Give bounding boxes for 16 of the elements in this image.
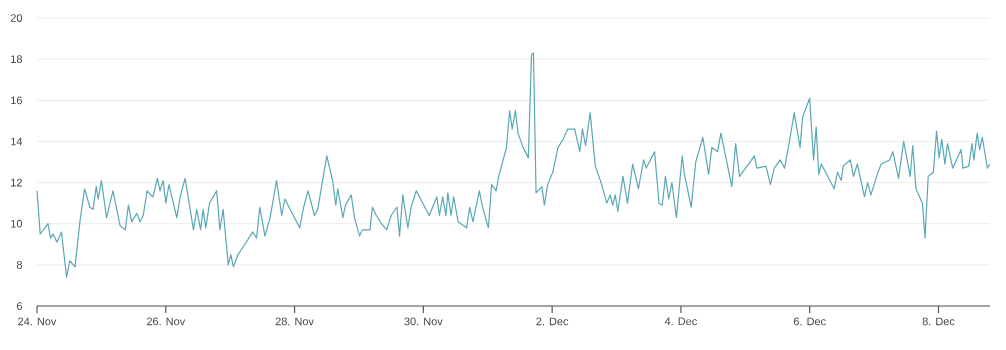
x-tick-label: 24. Nov xyxy=(18,317,57,326)
x-tick-label: 4. Dec xyxy=(664,317,697,326)
x-tick-label: 8. Dec xyxy=(922,317,955,326)
y-tick-label: 16 xyxy=(11,96,22,105)
y-tick-label: 6 xyxy=(16,302,22,310)
x-tick-label: 28. Nov xyxy=(275,317,314,326)
x-tick-label: 26. Nov xyxy=(146,317,186,326)
y-tick-label: 18 xyxy=(11,55,22,64)
x-tick-label: 30. Nov xyxy=(404,317,443,326)
y-tick-label: 10 xyxy=(11,219,23,228)
y-tick-label: 14 xyxy=(11,137,23,146)
y-tick-label: 12 xyxy=(11,178,22,187)
y-tick-label: 8 xyxy=(16,260,22,269)
x-tick-label: 2. Dec xyxy=(536,317,569,326)
x-tick-label: 6. Dec xyxy=(793,317,826,326)
y-tick-label: 20 xyxy=(10,14,23,22)
